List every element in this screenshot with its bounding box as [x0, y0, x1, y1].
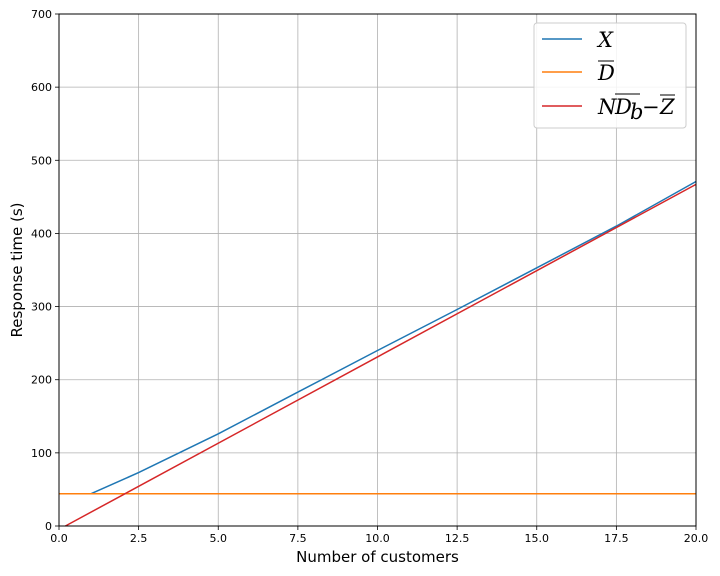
y-tick-label: 400 — [31, 227, 52, 240]
y-tick-label: 600 — [31, 81, 52, 94]
y-tick-label: 700 — [31, 8, 52, 21]
y-tick-label: 300 — [31, 301, 52, 314]
legend-entry-d-bar-label: D — [597, 61, 615, 85]
legend-entry-x-label: X — [596, 28, 614, 52]
legend-glyph-d: D — [614, 95, 632, 119]
y-tick-label: 100 — [31, 447, 52, 460]
legend-glyph-z: Z — [659, 95, 675, 119]
series-lines — [59, 180, 697, 527]
y-axis-label: Response time (s) — [8, 203, 26, 338]
axis-ticks: 0.0 2.5 5.0 7.5 10.0 12.5 15.0 17.5 20.0 0 100 200 3… — [31, 8, 708, 545]
y-tick-label: 500 — [31, 154, 52, 167]
legend-box — [533, 22, 687, 129]
x-axis-label: Number of customers — [296, 548, 459, 566]
x-tick-label: 17.5 — [604, 532, 629, 545]
x-tick-label: 10.0 — [365, 532, 390, 545]
y-tick-label: 200 — [31, 374, 52, 387]
x-tick-label: 0.0 — [50, 532, 68, 545]
legend-glyph-minus: − — [642, 95, 660, 119]
legend-glyph-n: N — [597, 95, 617, 119]
legend-entry-nd-minus-z-label: NDb− Z — [597, 93, 675, 124]
x-tick-label: 20.0 — [684, 532, 709, 545]
x-tick-label: 15.0 — [525, 532, 550, 545]
y-tick-label: 0 — [45, 520, 52, 533]
series-line-nd-minus-z — [65, 183, 697, 527]
x-tick-label: 7.5 — [289, 532, 307, 545]
x-tick-label: 12.5 — [445, 532, 470, 545]
x-tick-label: 5.0 — [210, 532, 228, 545]
legend-glyph-b: b — [630, 100, 643, 124]
x-tick-label: 2.5 — [130, 532, 148, 545]
series-line-x — [90, 180, 697, 495]
